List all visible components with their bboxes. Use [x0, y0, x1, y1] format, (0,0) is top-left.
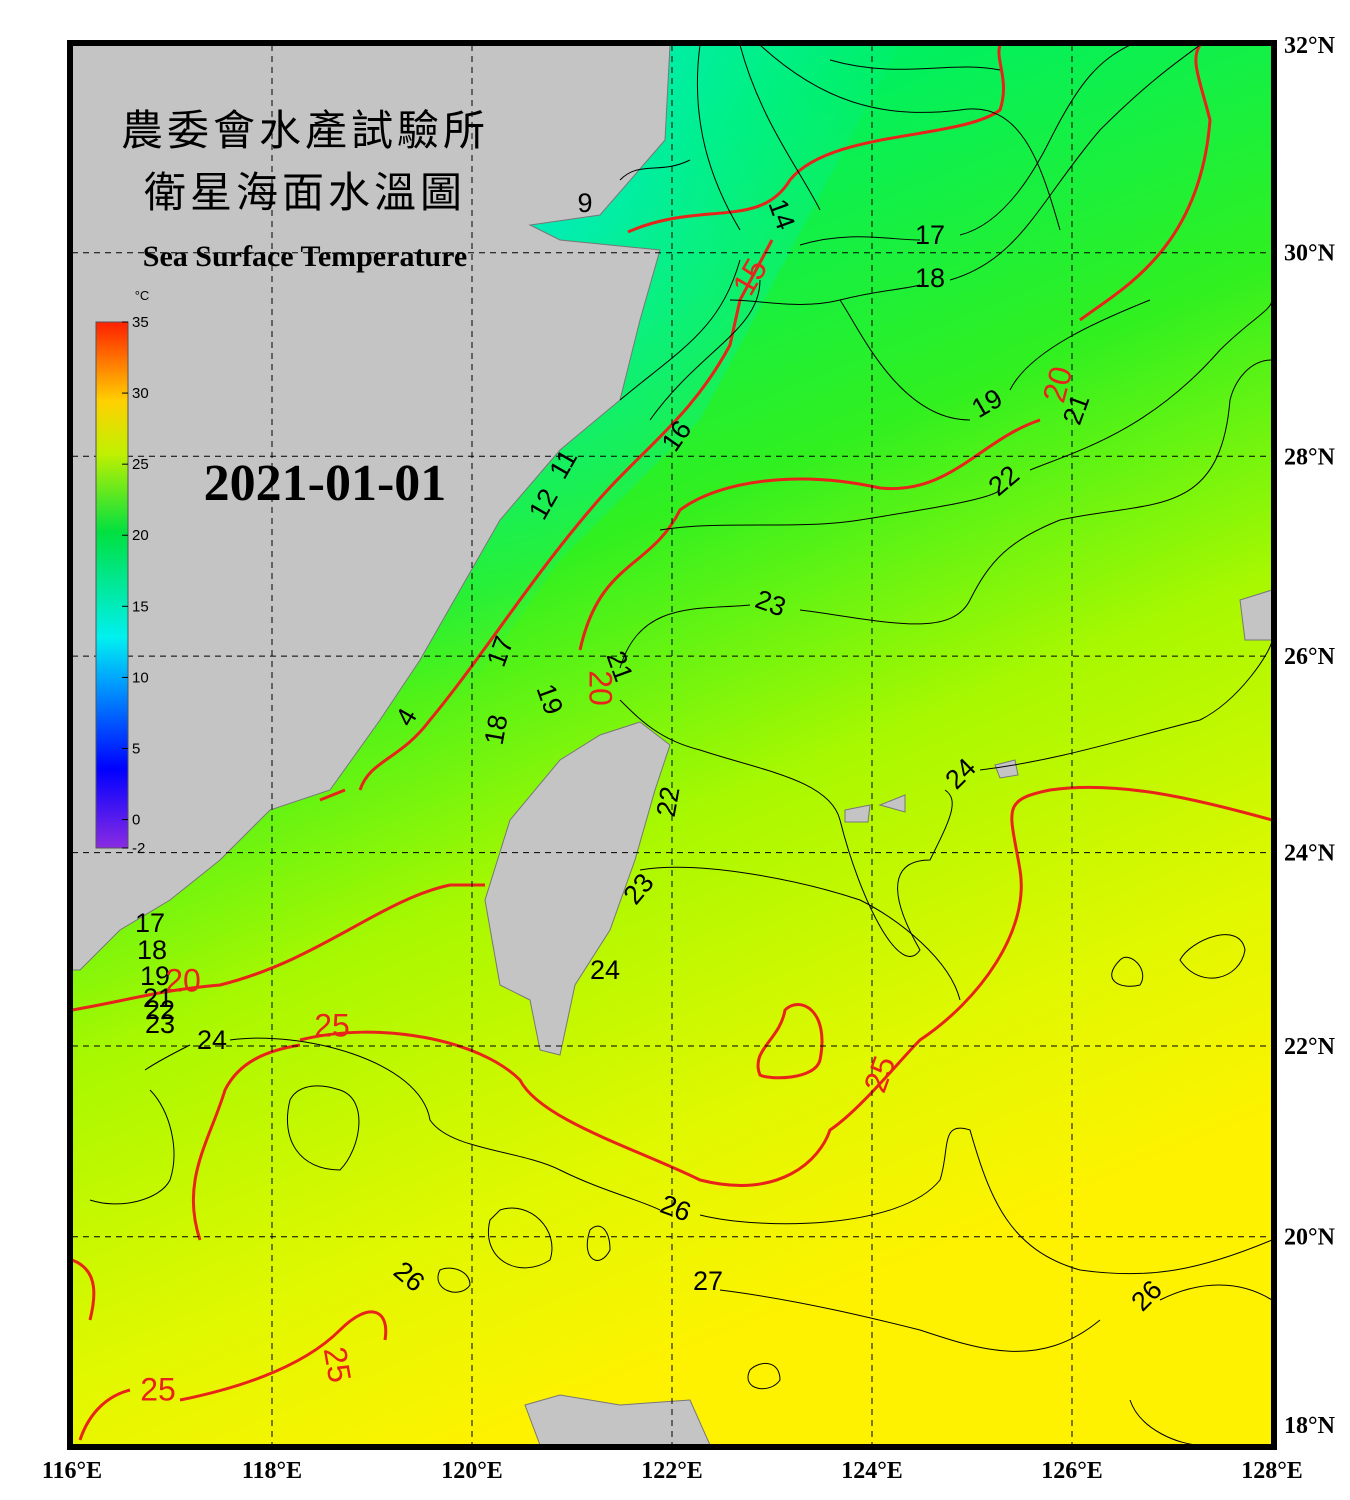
ryukyu-islands [844, 759, 1019, 823]
colorbar-tick-label: 15 [132, 598, 149, 615]
title-zh-1: 農委會水產試驗所 [121, 106, 489, 155]
lon-tick-label: 122°E [641, 1458, 703, 1484]
lon-tick-label: 124°E [841, 1458, 903, 1484]
contour-label: 9 [577, 188, 592, 218]
contour-label: 17 [915, 220, 945, 250]
lat-tick-label: 24°N [1284, 841, 1336, 867]
contour-label: 20 [165, 962, 201, 998]
contour-label: 21 [143, 983, 173, 1013]
lon-tick-label: 128°E [1241, 1458, 1303, 1484]
lon-tick-label: 118°E [242, 1458, 302, 1484]
contour-label: 25 [140, 1371, 176, 1407]
contour-label: 25 [314, 1007, 350, 1043]
contour-label: 24 [590, 955, 620, 985]
colorbar-ticks: 35 30 25 20 15 10 5 0 -2 [122, 314, 149, 857]
colorbar-tick-label: -2 [132, 840, 145, 857]
lat-tick-label: 22°N [1284, 1034, 1336, 1060]
colorbar-tick-label: 10 [132, 669, 149, 686]
lat-tick-label: 32°N [1284, 33, 1336, 59]
lat-tick-label: 30°N [1284, 241, 1336, 267]
contour-label: 18 [479, 712, 514, 747]
contour-label: 27 [693, 1266, 723, 1296]
contour-label: 20 [583, 670, 619, 706]
lon-tick-label: 126°E [1041, 1458, 1103, 1484]
colorbar-tick-label: 35 [132, 314, 149, 331]
contour-label: 22 [651, 784, 686, 819]
contour-label: 22 [145, 995, 175, 1025]
okinawa-islands [1239, 589, 1272, 641]
lon-tick-label: 120°E [441, 1458, 503, 1484]
colorbar-tick-label: 30 [132, 385, 149, 402]
map-frame [67, 40, 1277, 1450]
colorbar-tick-label: 5 [132, 740, 140, 757]
lat-tick-label: 20°N [1284, 1225, 1336, 1251]
contour-label: 18 [915, 263, 945, 293]
taiwan [484, 721, 671, 1056]
contour-label: 19 [140, 961, 170, 991]
lat-tick-label: 28°N [1284, 444, 1336, 470]
lat-tick-label: 26°N [1284, 644, 1336, 670]
colorbar-unit: °C [135, 288, 150, 303]
luzon [524, 1394, 711, 1445]
colorbar [95, 321, 129, 849]
contour-label: 17 [135, 908, 165, 938]
title-en: Sea Surface Temperature [143, 240, 467, 273]
contour-label: 25 [317, 1344, 359, 1385]
mainland-china [72, 45, 671, 971]
graticule [72, 45, 1272, 1445]
date: 2021-01-01 [204, 455, 447, 512]
colorbar-tick-label: 0 [132, 812, 140, 829]
lat-tick-label: 18°N [1284, 1413, 1336, 1439]
contour-label: 23 [145, 1009, 175, 1039]
lon-tick-label: 116°E [42, 1458, 102, 1484]
colorbar-tick-label: 25 [132, 456, 149, 473]
contour-label: 18 [137, 935, 167, 965]
title-zh-2: 衛星海面水溫圖 [144, 168, 466, 217]
isotherms [72, 45, 1272, 1445]
contour-label: 24 [197, 1025, 227, 1055]
colorbar-tick-label: 20 [132, 527, 149, 544]
